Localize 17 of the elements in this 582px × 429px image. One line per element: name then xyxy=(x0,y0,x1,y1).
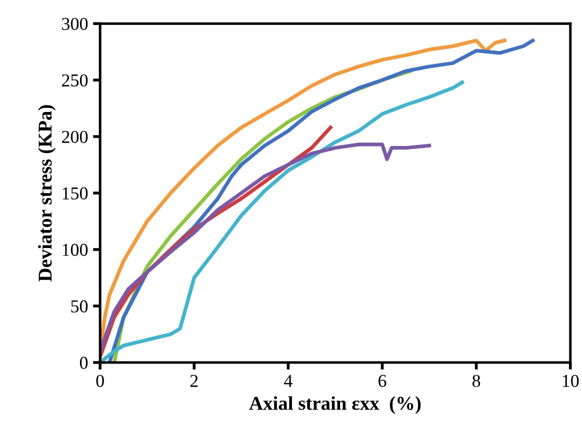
x-tick-label: 8 xyxy=(472,374,480,388)
x-tick-label: 4 xyxy=(284,374,292,387)
x-axis-title: Axial strain εxx (%) xyxy=(249,396,421,414)
line-series xyxy=(100,80,464,363)
y-tick-label: 300 xyxy=(62,18,88,30)
y-tick-label: 200 xyxy=(62,130,88,144)
y-tick-label: 100 xyxy=(62,244,88,256)
y-tick-label: 0 xyxy=(80,356,88,369)
y-axis-title: Deviator stress (KPa) xyxy=(38,105,56,282)
x-tick-label: 2 xyxy=(190,374,198,387)
x-tick-label: 6 xyxy=(378,374,386,388)
x-tick-label: 0 xyxy=(96,374,104,388)
line-series xyxy=(100,142,432,354)
y-tick-label: 50 xyxy=(71,300,88,312)
x-tick-label: 10 xyxy=(562,374,579,388)
y-tick-label: 250 xyxy=(62,74,88,87)
y-tick-label: 150 xyxy=(62,187,88,200)
